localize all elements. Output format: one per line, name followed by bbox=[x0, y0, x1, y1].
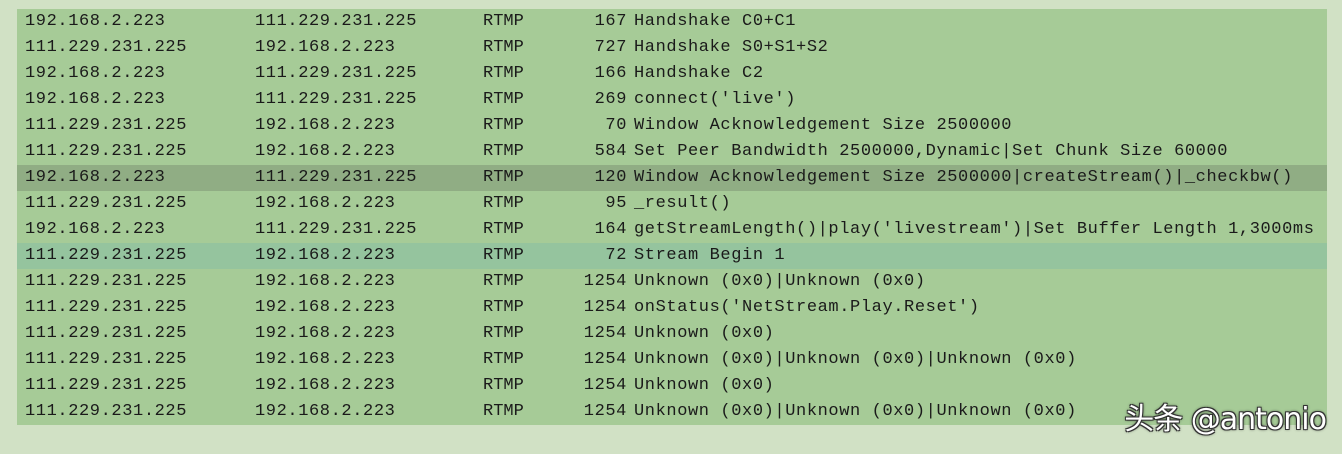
info: Handshake S0+S1+S2 bbox=[634, 38, 829, 57]
protocol: RTMP bbox=[483, 402, 524, 421]
length: 167 bbox=[594, 12, 627, 31]
length: 95 bbox=[605, 194, 627, 213]
info: Unknown (0x0)|Unknown (0x0)|Unknown (0x0… bbox=[634, 350, 1077, 369]
packet-row[interactable]: 192.168.2.223 111.229.231.225 RTMP 269 conne… bbox=[17, 87, 1327, 113]
length: 166 bbox=[594, 64, 627, 83]
packet-row[interactable]: 111.229.231.225 192.168.2.223 RTMP 727 Hands… bbox=[17, 35, 1327, 61]
source-address: 192.168.2.223 bbox=[25, 64, 166, 83]
info: Set Peer Bandwidth 2500000,Dynamic|Set C… bbox=[634, 142, 1229, 161]
info: Stream Begin 1 bbox=[634, 246, 786, 265]
packet-row[interactable]: 111.229.231.225 192.168.2.223 RTMP 1254 Unkn… bbox=[17, 373, 1327, 399]
protocol: RTMP bbox=[483, 64, 524, 83]
length: 584 bbox=[594, 142, 627, 161]
destination-address: 111.229.231.225 bbox=[255, 168, 418, 187]
info: _result() bbox=[634, 194, 732, 213]
destination-address: 111.229.231.225 bbox=[255, 220, 418, 239]
packet-row[interactable]: 111.229.231.225 192.168.2.223 RTMP 1254 Unkn… bbox=[17, 347, 1327, 373]
source-address: 111.229.231.225 bbox=[25, 38, 188, 57]
length: 164 bbox=[594, 220, 627, 239]
length: 120 bbox=[594, 168, 627, 187]
protocol: RTMP bbox=[483, 350, 524, 369]
source-address: 192.168.2.223 bbox=[25, 90, 166, 109]
packet-row[interactable]: 111.229.231.225 192.168.2.223 RTMP 72 Stream… bbox=[17, 243, 1327, 269]
info: onStatus('NetStream.Play.Reset') bbox=[634, 298, 980, 317]
info: Window Acknowledgement Size 2500000|crea… bbox=[634, 168, 1293, 187]
source-address: 111.229.231.225 bbox=[25, 116, 188, 135]
source-address: 111.229.231.225 bbox=[25, 324, 188, 343]
source-address: 111.229.231.225 bbox=[25, 272, 188, 291]
packet-row[interactable]: 192.168.2.223 111.229.231.225 RTMP 167 Hands… bbox=[17, 9, 1327, 35]
length: 1254 bbox=[583, 272, 627, 291]
length: 1254 bbox=[583, 324, 627, 343]
protocol: RTMP bbox=[483, 194, 524, 213]
info: Unknown (0x0) bbox=[634, 324, 775, 343]
info: Handshake C2 bbox=[634, 64, 764, 83]
length: 72 bbox=[605, 246, 627, 265]
protocol: RTMP bbox=[483, 12, 524, 31]
packet-row[interactable]: 192.168.2.223 111.229.231.225 RTMP 164 getSt… bbox=[17, 217, 1327, 243]
length: 1254 bbox=[583, 298, 627, 317]
packet-row[interactable]: 111.229.231.225 192.168.2.223 RTMP 1254 onSt… bbox=[17, 295, 1327, 321]
destination-address: 192.168.2.223 bbox=[255, 142, 396, 161]
packet-row[interactable]: 192.168.2.223 111.229.231.225 RTMP 120 Windo… bbox=[17, 165, 1327, 191]
length: 269 bbox=[594, 90, 627, 109]
length: 70 bbox=[605, 116, 627, 135]
destination-address: 192.168.2.223 bbox=[255, 246, 396, 265]
packet-list: 192.168.2.223 111.229.231.225 RTMP 167 Hands… bbox=[17, 9, 1327, 425]
packet-row[interactable]: 111.229.231.225 192.168.2.223 RTMP 1254 Unkn… bbox=[17, 321, 1327, 347]
length: 1254 bbox=[583, 376, 627, 395]
info: Unknown (0x0)|Unknown (0x0)|Unknown (0x0… bbox=[634, 402, 1077, 421]
source-address: 111.229.231.225 bbox=[25, 246, 188, 265]
protocol: RTMP bbox=[483, 142, 524, 161]
destination-address: 111.229.231.225 bbox=[255, 90, 418, 109]
source-address: 192.168.2.223 bbox=[25, 168, 166, 187]
length: 727 bbox=[594, 38, 627, 57]
source-address: 111.229.231.225 bbox=[25, 142, 188, 161]
length: 1254 bbox=[583, 350, 627, 369]
packet-row[interactable]: 111.229.231.225 192.168.2.223 RTMP 584 Set P… bbox=[17, 139, 1327, 165]
source-address: 111.229.231.225 bbox=[25, 402, 188, 421]
info: Unknown (0x0)|Unknown (0x0) bbox=[634, 272, 926, 291]
protocol: RTMP bbox=[483, 376, 524, 395]
packet-row[interactable]: 192.168.2.223 111.229.231.225 RTMP 166 Hands… bbox=[17, 61, 1327, 87]
info: Handshake C0+C1 bbox=[634, 12, 797, 31]
protocol: RTMP bbox=[483, 168, 524, 187]
destination-address: 192.168.2.223 bbox=[255, 324, 396, 343]
watermark: 头条 @antonio bbox=[1124, 402, 1327, 437]
protocol: RTMP bbox=[483, 38, 524, 57]
packet-row[interactable]: 111.229.231.225 192.168.2.223 RTMP 70 Window… bbox=[17, 113, 1327, 139]
source-address: 111.229.231.225 bbox=[25, 350, 188, 369]
source-address: 192.168.2.223 bbox=[25, 12, 166, 31]
packet-row[interactable]: 111.229.231.225 192.168.2.223 RTMP 1254 Unkn… bbox=[17, 269, 1327, 295]
destination-address: 192.168.2.223 bbox=[255, 350, 396, 369]
info: connect('live') bbox=[634, 90, 797, 109]
protocol: RTMP bbox=[483, 220, 524, 239]
info: getStreamLength()|play('livestream')|Set… bbox=[634, 220, 1315, 239]
protocol: RTMP bbox=[483, 90, 524, 109]
info: Window Acknowledgement Size 2500000 bbox=[634, 116, 1013, 135]
destination-address: 192.168.2.223 bbox=[255, 402, 396, 421]
source-address: 111.229.231.225 bbox=[25, 298, 188, 317]
destination-address: 111.229.231.225 bbox=[255, 12, 418, 31]
protocol: RTMP bbox=[483, 246, 524, 265]
protocol: RTMP bbox=[483, 298, 524, 317]
destination-address: 111.229.231.225 bbox=[255, 64, 418, 83]
destination-address: 192.168.2.223 bbox=[255, 38, 396, 57]
source-address: 111.229.231.225 bbox=[25, 194, 188, 213]
destination-address: 192.168.2.223 bbox=[255, 116, 396, 135]
source-address: 192.168.2.223 bbox=[25, 220, 166, 239]
protocol: RTMP bbox=[483, 324, 524, 343]
info: Unknown (0x0) bbox=[634, 376, 775, 395]
source-address: 111.229.231.225 bbox=[25, 376, 188, 395]
destination-address: 192.168.2.223 bbox=[255, 376, 396, 395]
destination-address: 192.168.2.223 bbox=[255, 272, 396, 291]
protocol: RTMP bbox=[483, 272, 524, 291]
destination-address: 192.168.2.223 bbox=[255, 298, 396, 317]
length: 1254 bbox=[583, 402, 627, 421]
packet-row[interactable]: 111.229.231.225 192.168.2.223 RTMP 95 _resul… bbox=[17, 191, 1327, 217]
packet-row[interactable]: 111.229.231.225 192.168.2.223 RTMP 1254 Unkn… bbox=[17, 399, 1327, 425]
destination-address: 192.168.2.223 bbox=[255, 194, 396, 213]
protocol: RTMP bbox=[483, 116, 524, 135]
